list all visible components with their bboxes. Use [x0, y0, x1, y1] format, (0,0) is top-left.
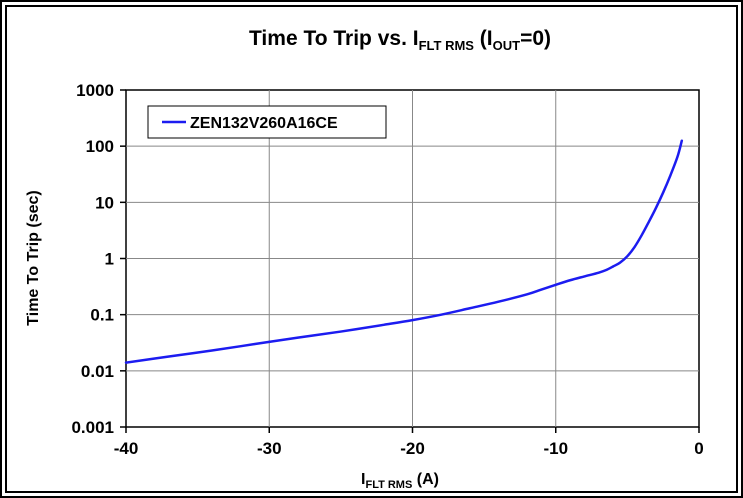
plot-area: [120, 89, 700, 433]
legend: ZEN132V260A16CE: [147, 105, 387, 139]
legend-box: [147, 105, 387, 139]
y-tick-label: 10: [95, 193, 114, 212]
chart-title-paren-sub: OUT: [493, 38, 521, 53]
inner-frame: [5, 5, 738, 493]
chart-title-main-sub: FLT RMS: [419, 38, 475, 53]
x-tick-label: -20: [400, 439, 425, 458]
x-tick-label: 0: [694, 439, 703, 458]
x-axis-title-main: I: [361, 471, 365, 488]
legend-label: ZEN132V260A16CE: [190, 115, 338, 132]
y-tick-labels: 0.001 0.01 0.1 1 10 100 1000: [71, 81, 114, 437]
gridlines: [120, 89, 700, 433]
y-axis-title: Time To Trip (sec): [25, 190, 42, 325]
series-layer: [124, 139, 684, 364]
y-tick-label: 1000: [76, 81, 114, 100]
x-axis-title: IFLT RMS (A): [361, 471, 439, 491]
chart-title-paren-close: =0): [520, 27, 551, 50]
series-line: [124, 139, 684, 364]
y-tick-label: 0.01: [81, 362, 114, 381]
x-tick-label: -40: [114, 439, 139, 458]
x-tick-label: -10: [543, 439, 568, 458]
x-tick-label: -30: [257, 439, 282, 458]
x-tick-labels: -40 -30 -20 -10 0: [114, 439, 704, 458]
chart-title-paren-open: (I: [474, 27, 493, 50]
chart-title-main: Time To Trip vs. I: [249, 27, 419, 50]
y-tick-label: 100: [86, 137, 114, 156]
y-tick-label: 0.1: [90, 306, 114, 325]
x-axis-title-sub: FLT RMS: [365, 479, 412, 491]
x-axis-title-unit: (A): [412, 471, 439, 488]
y-tick-label: 1: [105, 250, 114, 269]
chart-title: Time To Trip vs. IFLT RMS (IOUT=0): [249, 27, 551, 53]
y-tick-label: 0.001: [71, 418, 114, 437]
